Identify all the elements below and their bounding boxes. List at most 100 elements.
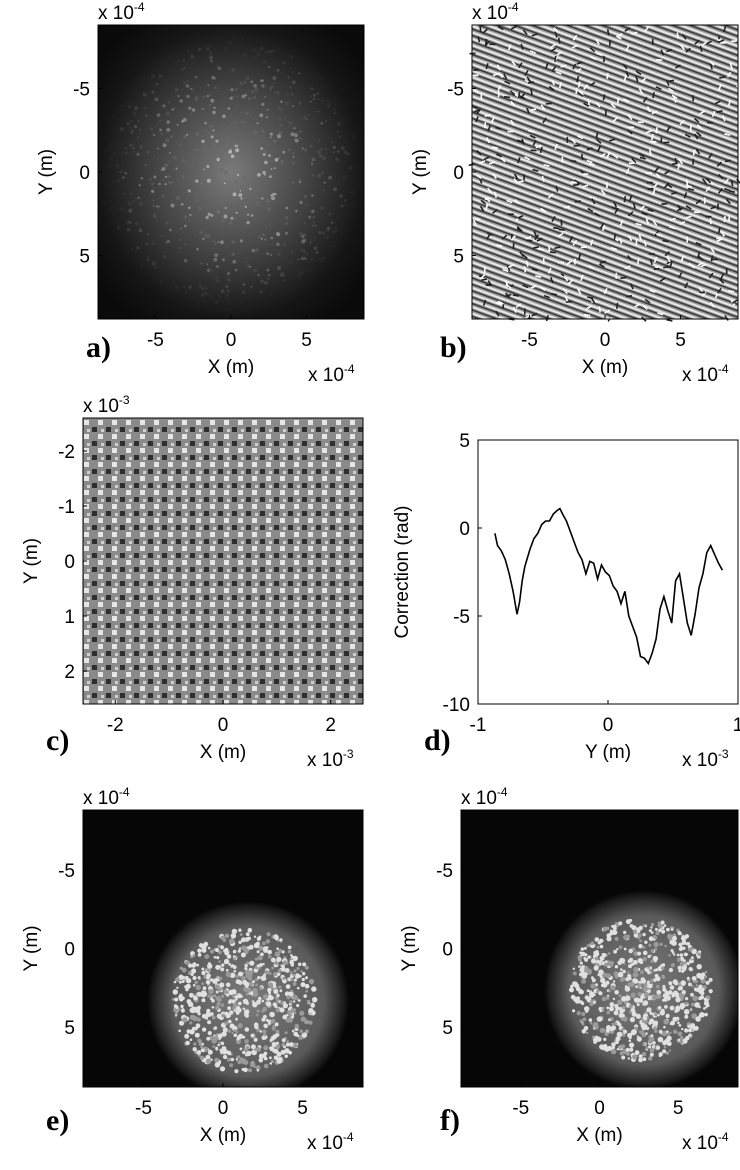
speckle-dot [179,993,183,998]
speckle-dot [214,143,217,146]
phase-fringe [728,189,736,194]
speckle-dot [601,996,607,1002]
phase-fringe [708,272,714,279]
speckle-dot [270,236,274,240]
phase-fringe [507,130,514,133]
speckle-dot [305,989,308,993]
phase-fringe [530,88,533,95]
speckle-dot [179,1020,185,1026]
phase-fringe [576,61,583,65]
speckle-dot [223,989,228,994]
phase-fringe [566,136,569,143]
panel-label: d) [424,724,451,757]
speckle-dot [136,246,139,249]
speckle-dot [618,994,622,998]
phase-fringe [550,79,556,86]
speckle-dot [282,61,286,65]
speckle-dot [228,938,235,944]
speckle-dot [655,984,660,989]
speckle-dot [139,202,143,206]
phase-fringe [659,277,666,282]
speckle-dot [242,979,248,985]
speckle-dot [687,1028,693,1033]
speckle-dot [130,131,133,134]
speckle-dot [318,154,323,158]
speckle-dot [663,1046,667,1049]
phase-fringe [664,250,670,257]
speckle-dot [586,944,590,948]
y-tick-label: 5 [79,247,90,268]
speckle-dot [584,966,589,971]
speckle-dot [336,123,340,127]
speckle-dot [262,994,269,1000]
speckle-dot [232,146,235,149]
speckle-dot [155,205,159,208]
speckle-dot [354,199,357,202]
speckle-dot [336,130,340,133]
speckle-dot [185,1040,190,1046]
speckle-dot [356,144,360,148]
speckle-dot [244,1013,249,1018]
phase-fringe [629,283,634,290]
speckle-dot [618,945,623,950]
speckle-dot [176,123,179,126]
speckle-dot [261,999,265,1003]
speckle-dot [296,986,300,990]
speckle-dot [217,241,220,243]
speckle-dot [686,976,690,980]
speckle-dot [233,37,237,41]
phase-fringe [550,47,557,53]
speckle-dot [212,92,214,94]
phase-fringe [466,169,473,174]
phase-fringe [492,72,499,77]
speckle-dot [260,279,264,283]
speckle-dot [179,143,182,147]
phase-fringe [632,202,636,210]
phase-fringe [536,237,543,242]
speckle-dot [585,1009,589,1013]
phase-fringe [647,187,654,191]
speckle-dot [308,1020,313,1025]
speckle-dot [304,965,309,970]
speckle-dot [290,251,294,254]
speckle-dot [208,131,211,134]
speckle-dot [587,955,591,959]
speckle-dot [202,304,204,306]
x-axis-label: X (m) [208,357,254,378]
speckle-dot [233,1033,238,1038]
phase-fringe [586,147,593,151]
speckle-dot [217,1033,223,1039]
speckle-dot [186,79,190,83]
speckle-dot [283,1045,287,1049]
speckle-dot [274,1022,279,1027]
phase-fringe [612,153,619,160]
phase-fringe [589,47,596,53]
speckle-dot [250,1033,255,1038]
speckle-dot [254,87,259,92]
phase-fringe [729,62,733,70]
speckle-dot [679,1040,684,1044]
phase-fringe [525,235,532,240]
speckle-dot [126,227,131,232]
speckle-dot [285,984,291,989]
speckle-dot [298,270,303,275]
speckle-dot [593,1037,599,1043]
speckle-dot [162,56,166,60]
speckle-dot [201,967,205,971]
phase-fringe [606,72,609,79]
speckle-dot [621,1044,626,1049]
phase-fringe [624,27,631,32]
speckle-dot [247,143,250,146]
speckle-dot [280,1049,286,1055]
speckle-dot [614,965,619,969]
speckle-dot [301,234,305,238]
speckle-dot [207,212,211,216]
speckle-dot [192,62,195,65]
speckle-dot [708,989,713,994]
speckle-dot [170,135,174,138]
speckle-dot [296,1003,300,1008]
y-tick-label: 0 [64,552,75,573]
phase-fringe [602,94,606,101]
phase-fringe [635,75,639,83]
speckle-dot [277,134,281,139]
